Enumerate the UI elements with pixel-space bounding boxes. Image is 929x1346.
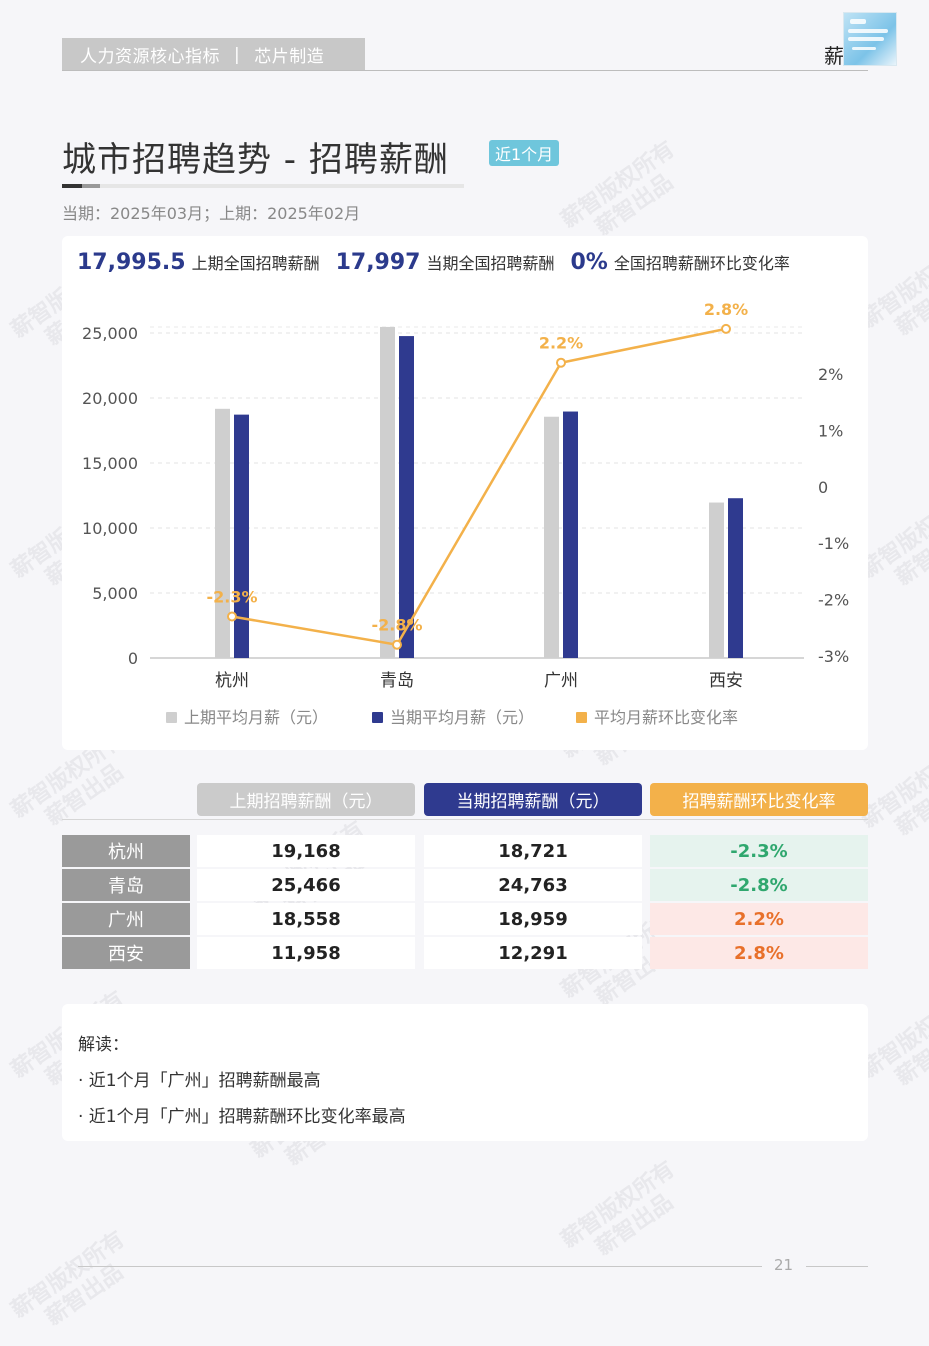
watermark: 薪智版权所有薪智出品 [556, 1156, 680, 1261]
table-divider [62, 819, 868, 820]
prev-national-salary-label: 上期全国招聘薪酬 [191, 254, 320, 273]
change-rate-data-label: -2.8% [371, 616, 422, 635]
table-cell-prev-salary: 19,168 [197, 835, 415, 867]
summary-stats: 17,995.5 上期全国招聘薪酬 17,997 当期全国招聘薪酬 0% 全国招… [77, 250, 806, 275]
industry-name: 芯片制造 [254, 47, 325, 67]
legend-label: 上期平均月薪（元） [184, 708, 328, 727]
y-left-tick-label: 25,000 [82, 324, 138, 343]
period-badge: 近1个月 [489, 140, 560, 166]
y-left-tick-label: 10,000 [82, 519, 138, 538]
table-row-city: 青岛 [62, 869, 190, 901]
y-left-tick-label: 20,000 [82, 389, 138, 408]
section-name: 人力资源核心指标 [80, 47, 220, 67]
table-column-header: 上期招聘薪酬（元） [197, 783, 415, 816]
y-right-tick-label: 0 [818, 478, 828, 497]
page-title: 城市招聘趋势 - 招聘薪酬 [62, 140, 449, 180]
change-rate-point [721, 323, 731, 334]
table-row-city: 广州 [62, 903, 190, 935]
y-left-tick-label: 15,000 [82, 454, 138, 473]
x-tick-label: 青岛 [380, 671, 414, 691]
change-rate-point [556, 357, 566, 368]
y-right-tick-label: -2% [818, 591, 849, 610]
table-cell-curr-salary: 24,763 [424, 869, 642, 901]
bar-prev-salary [709, 502, 724, 658]
brand-char: 薪 [824, 44, 844, 68]
table-cell-change-rate: 2.2% [650, 903, 868, 935]
x-tick-label: 广州 [544, 671, 578, 691]
legend-swatch [576, 712, 587, 723]
bar-prev-salary [380, 326, 395, 658]
header-divider [62, 70, 868, 71]
change-rate-line [231, 327, 727, 647]
change-rate-data-label: 2.8% [704, 300, 748, 319]
curr-national-salary-value: 17,997 [335, 250, 421, 275]
x-tick-label: 杭州 [215, 671, 249, 691]
change-rate-data-label: -2.3% [206, 588, 257, 607]
section-separator: | [234, 44, 241, 65]
notes-card: 解读： · 近1个月「广州」招聘薪酬最高 · 近1个月「广州」招聘薪酬环比变化率… [62, 1004, 868, 1141]
curr-national-salary-label: 当期全国招聘薪酬 [426, 254, 555, 273]
legend-swatch [372, 712, 383, 723]
y-left-tick-label: 0 [128, 649, 138, 668]
note-item-2: · 近1个月「广州」招聘薪酬环比变化率最高 [78, 1107, 406, 1127]
legend-label: 当期平均月薪（元） [390, 708, 534, 727]
table-cell-prev-salary: 11,958 [197, 937, 415, 969]
table-row-city: 杭州 [62, 835, 190, 867]
change-rate-point [392, 639, 402, 650]
prev-national-salary-value: 17,995.5 [77, 250, 186, 275]
bar-prev-salary [215, 408, 230, 658]
footer-line-right [806, 1266, 868, 1267]
table-cell-change-rate: -2.3% [650, 835, 868, 867]
y-left-tick-label: 5,000 [92, 584, 138, 603]
table-cell-change-rate: 2.8% [650, 937, 868, 969]
bar-curr-salary [234, 414, 249, 658]
table-cell-curr-salary: 12,291 [424, 937, 642, 969]
title-underline [62, 184, 464, 188]
y-right-tick-label: 2% [818, 365, 843, 384]
change-rate-data-label: 2.2% [539, 334, 583, 353]
salary-chart: 25,000 20,000 15,000 10,000 5,000 0 2% 1% 0 -1% -2… [82, 300, 849, 727]
table-cell-curr-salary: 18,721 [424, 835, 642, 867]
legend-label: 平均月薪环比变化率 [594, 708, 738, 727]
footer-line-left [78, 1266, 762, 1267]
bar-prev-salary [544, 416, 559, 658]
period-text: 当期：2025年03月；上期：2025年02月 [62, 204, 361, 223]
page-number: 21 [774, 1256, 794, 1274]
national-change-rate-value: 0% [570, 250, 608, 275]
national-change-rate-label: 全国招聘薪酬环比变化率 [613, 254, 790, 273]
y-right-tick-label: -1% [818, 534, 849, 553]
legend-swatch [166, 712, 177, 723]
x-tick-label: 西安 [709, 671, 743, 691]
table-row-city: 西安 [62, 937, 190, 969]
table-cell-prev-salary: 25,466 [197, 869, 415, 901]
table-column-header: 招聘薪酬环比变化率 [650, 783, 868, 816]
notes-title: 解读： [78, 1035, 129, 1055]
y-right-tick-label: 1% [818, 421, 843, 440]
watermark: 薪智版权所有薪智出品 [6, 1226, 130, 1331]
note-item-1: · 近1个月「广州」招聘薪酬最高 [78, 1071, 321, 1091]
chart-card: 17,995.5 上期全国招聘薪酬 17,997 当期全国招聘薪酬 0% 全国招… [62, 236, 868, 750]
bar-curr-salary [563, 411, 578, 658]
bar-curr-salary [728, 498, 743, 658]
y-right-tick-label: -3% [818, 647, 849, 666]
bar-curr-salary [399, 336, 414, 658]
table-cell-prev-salary: 18,558 [197, 903, 415, 935]
change-rate-point [227, 611, 237, 622]
section-tag: 人力资源核心指标 | 芯片制造 [62, 38, 365, 71]
table-column-header: 当期招聘薪酬（元） [424, 783, 642, 816]
brand-logo-icon [843, 12, 897, 66]
table-cell-curr-salary: 18,959 [424, 903, 642, 935]
table-cell-change-rate: -2.8% [650, 869, 868, 901]
